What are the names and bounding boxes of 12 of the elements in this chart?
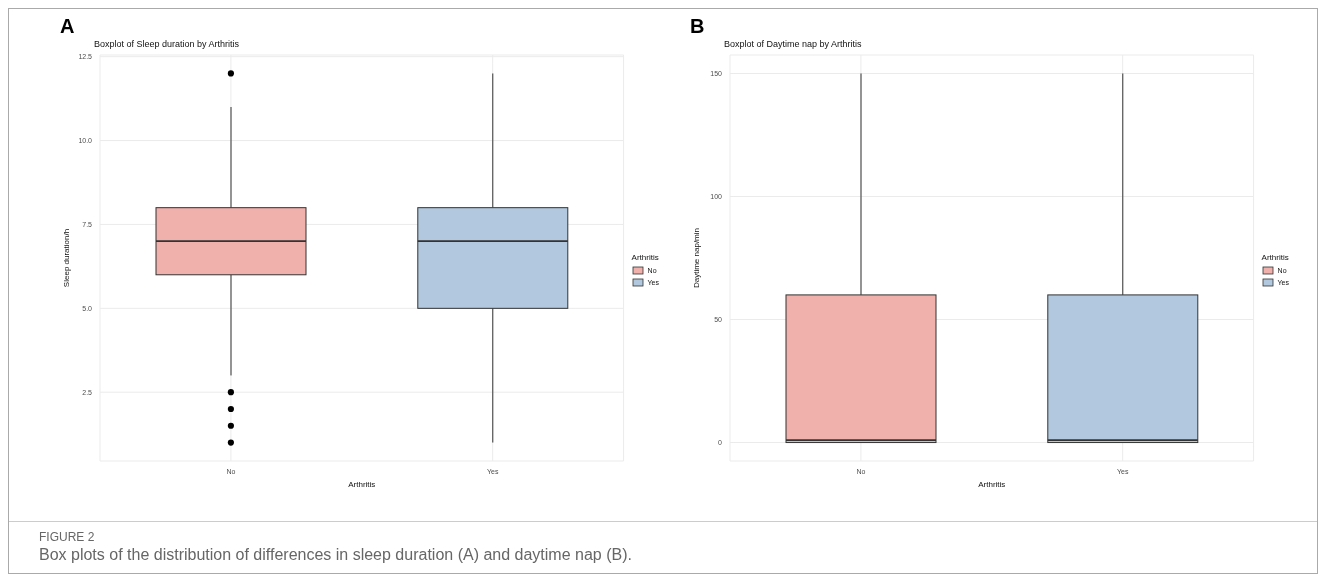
caption: FIGURE 2 — [39, 530, 96, 544]
y-axis-title: Sleep duration/h — [61, 228, 71, 288]
x-axis-title: Arthritis — [348, 480, 376, 489]
x-axis-title: Arthritis — [978, 480, 1006, 489]
legend-title: Arthritis — [1261, 252, 1289, 262]
chart-title: Boxplot of Daytime nap by Arthritis — [723, 39, 863, 51]
chart-title: Boxplot of Sleep duration by Arthritis — [93, 39, 241, 51]
y-axis-title: Daytime nap/min — [691, 227, 701, 289]
text: Box plots of the distribution of differences in sleep duration (A) and daytime nap (B). — [39, 546, 633, 564]
legend-title: Arthritis — [631, 252, 659, 262]
text: A — [59, 15, 76, 39]
text: B — [689, 15, 706, 39]
